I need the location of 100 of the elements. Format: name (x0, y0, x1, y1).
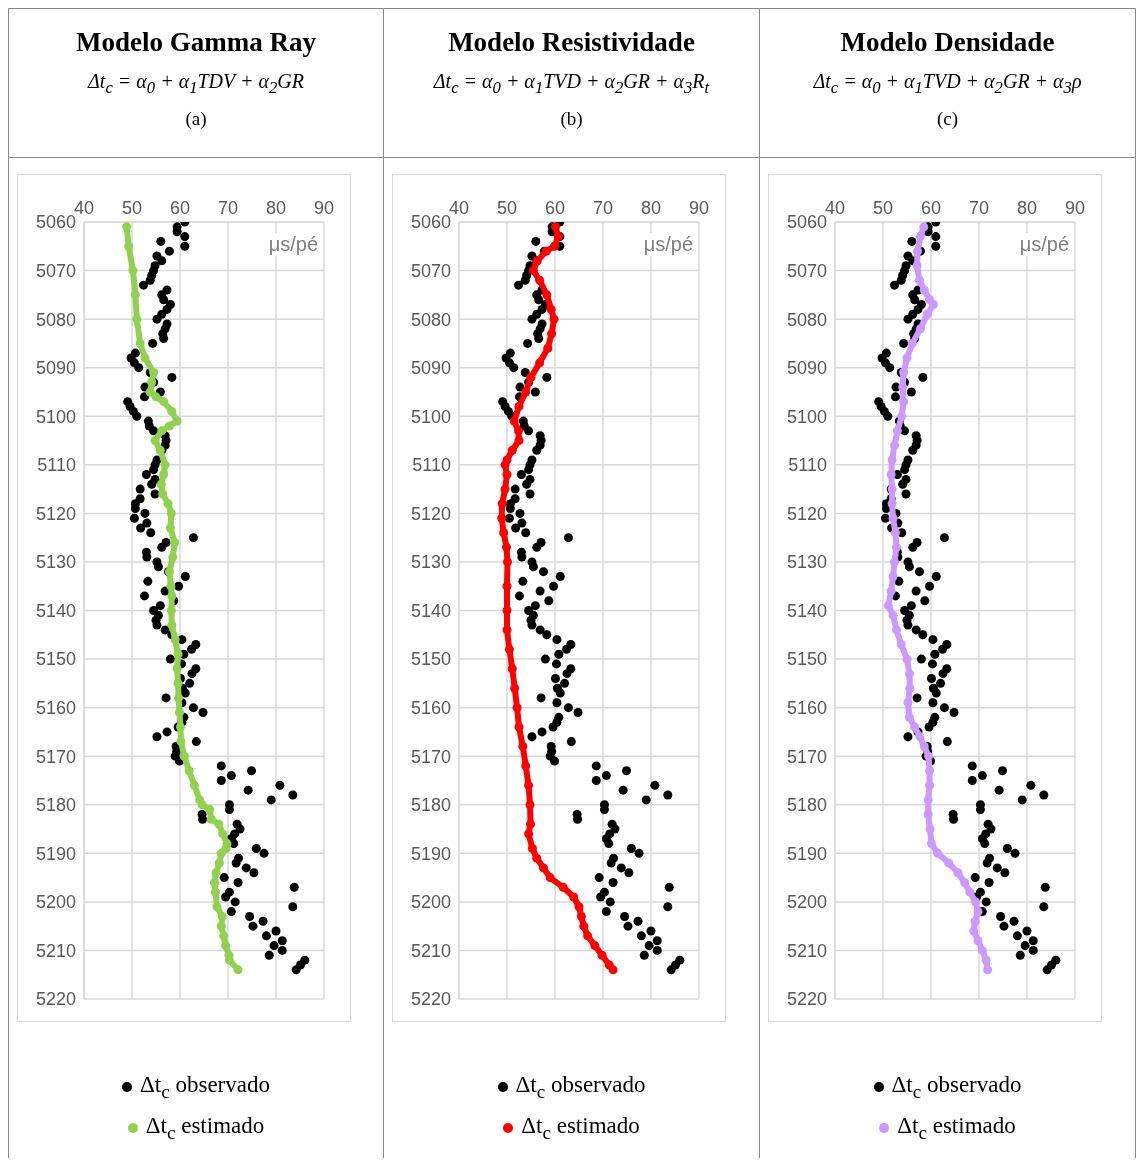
point (524, 829, 534, 839)
point (574, 902, 584, 912)
point (507, 445, 517, 455)
x-tick-label: 70 (217, 198, 239, 218)
point (888, 572, 898, 582)
y-tick-label: 5160 (410, 698, 451, 719)
point (535, 275, 545, 285)
x-tick-label: 80 (1016, 198, 1038, 218)
x-tick-label: 90 (1064, 198, 1086, 218)
point (973, 936, 983, 946)
y-tick-label: 5180 (35, 795, 76, 816)
point (499, 528, 509, 538)
point (886, 470, 896, 480)
y-tick-label: 5200 (410, 892, 451, 913)
point (919, 222, 929, 232)
point (910, 722, 920, 732)
chart-title: Modelo Gamma Ray (76, 27, 316, 58)
point (512, 703, 522, 713)
point (933, 848, 943, 858)
y-tick-label: 5090 (786, 358, 827, 379)
point (981, 955, 991, 965)
y-tick-label: 5070 (35, 260, 76, 281)
point (545, 873, 555, 883)
x-tick-label: 70 (592, 198, 614, 218)
point (970, 916, 980, 926)
x-axis-title: μs/pé (1019, 233, 1069, 256)
point (977, 945, 987, 955)
point (890, 557, 900, 567)
point (902, 353, 912, 363)
y-tick-label: 5080 (786, 309, 827, 330)
y-tick-label: 5120 (35, 503, 76, 524)
point (953, 868, 963, 878)
point (925, 766, 935, 776)
y-tick-label: 5190 (35, 843, 76, 864)
y-tick-label: 5180 (410, 795, 451, 816)
y-tick-label: 5210 (35, 940, 76, 961)
point (500, 484, 510, 494)
text: Δt$_{c}$ = α$_{0}$ + α$_{1}$TDV + α$_{2}$GR (88, 70, 304, 97)
x-tick-label: 60 (544, 198, 566, 218)
legend-label: Δt$_{c}$ estimado (897, 1112, 1016, 1144)
y-tick-label: 5070 (410, 260, 451, 281)
point (514, 722, 524, 732)
x-tick-label: 90 (313, 198, 335, 218)
point (502, 625, 512, 635)
point (550, 241, 560, 251)
point (549, 314, 559, 324)
point (526, 372, 536, 382)
text: Δt$_{c}$ = α$_{0}$ + α$_{1}$TVD + α$_{2}$GR + α$_{3}$ρ (813, 70, 1082, 97)
point (925, 824, 935, 834)
x-tick-label: 60 (169, 198, 191, 218)
point (915, 324, 925, 334)
y-tick-label: 5150 (35, 649, 76, 670)
x-tick-label: 50 (496, 198, 518, 218)
y-tick-label: 5070 (786, 260, 827, 281)
point (527, 843, 537, 853)
point (971, 897, 981, 907)
y-tick-label: 5140 (410, 600, 451, 621)
y-tick-label: 5140 (786, 600, 827, 621)
point (919, 285, 929, 295)
point (546, 304, 556, 314)
point (547, 329, 557, 339)
point (502, 557, 512, 567)
point (892, 426, 902, 436)
point (897, 411, 907, 421)
y-tick-label: 5190 (410, 843, 451, 864)
y-tick-label: 5200 (35, 892, 76, 913)
point (597, 950, 607, 960)
point (608, 965, 618, 975)
x-tick-label: 80 (640, 198, 662, 218)
y-tick-label: 5220 (410, 989, 451, 1010)
point (914, 275, 924, 285)
y-tick-label: 5210 (786, 940, 827, 961)
point (888, 513, 898, 523)
point (926, 839, 936, 849)
point (590, 941, 600, 951)
point (890, 440, 900, 450)
point (535, 358, 545, 368)
y-tick-label: 5170 (410, 746, 451, 767)
y-tick-label: 5140 (35, 600, 76, 621)
text: Δt$_{c}$ = α$_{0}$ + α$_{1}$TVD + α$_{2}$GR + α$_{3}$R$_{t}$ (433, 70, 710, 97)
point (518, 741, 528, 751)
y-tick-label: 5120 (786, 503, 827, 524)
point (576, 911, 586, 921)
y-tick-label: 5090 (410, 358, 451, 379)
chart-title: Modelo Densidade (840, 27, 1055, 58)
point (542, 290, 552, 300)
point (507, 664, 517, 674)
point (965, 887, 975, 897)
text: (c) (936, 108, 959, 130)
point (902, 654, 912, 664)
point (896, 639, 906, 649)
point (528, 266, 538, 276)
point (558, 882, 568, 892)
point (538, 863, 548, 873)
x-tick-label: 60 (920, 198, 942, 218)
point (928, 300, 938, 310)
y-tick-label: 5150 (410, 649, 451, 670)
y-tick-label: 5190 (786, 843, 827, 864)
point (907, 338, 917, 348)
x-axis-title: μs/pé (268, 233, 318, 256)
